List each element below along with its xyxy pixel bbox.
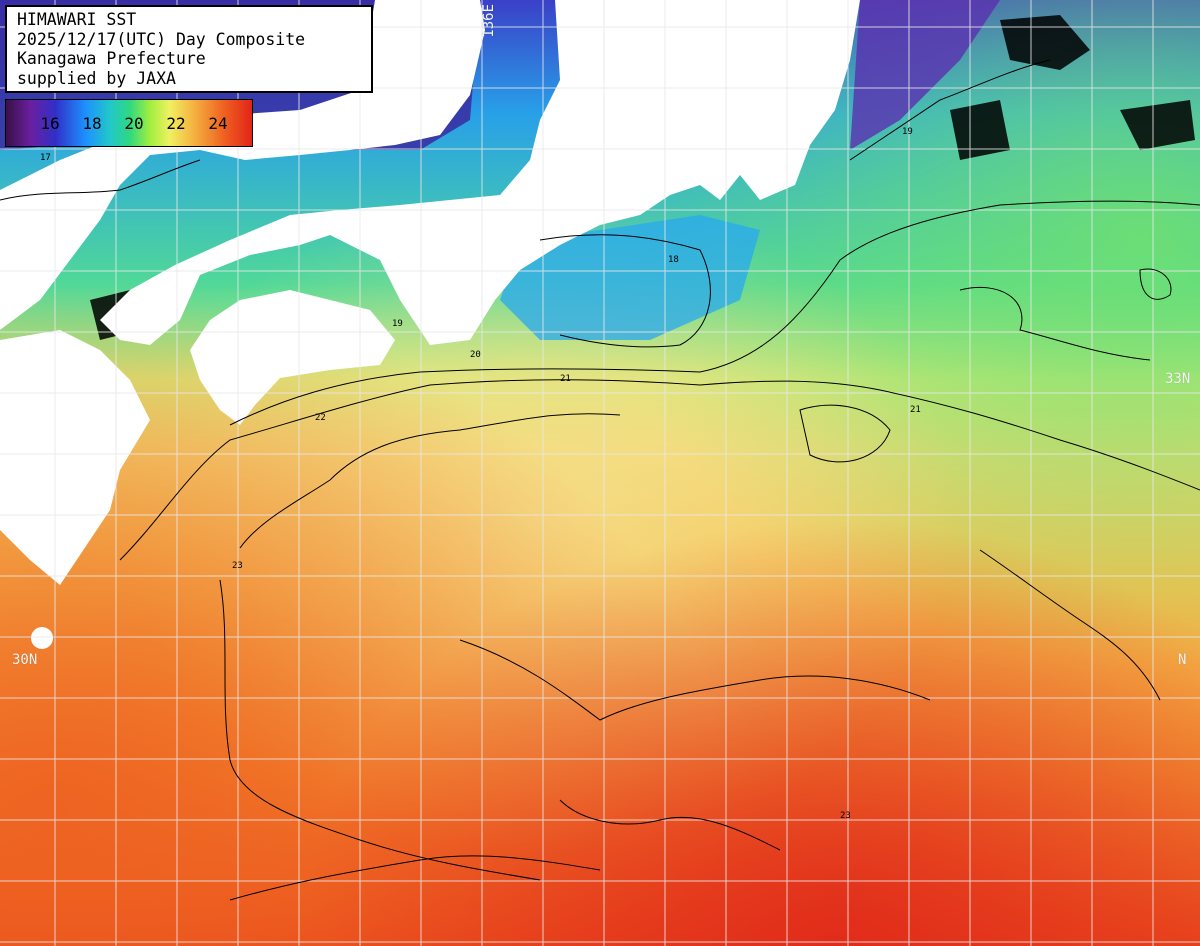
contour-label: 17 [40, 153, 51, 163]
contour-label: 18 [668, 255, 679, 265]
contour-label: 20 [470, 350, 481, 360]
colorbar-tick: 22 [166, 114, 186, 133]
contour-label: 23 [840, 811, 851, 821]
colorbar-tick: 24 [208, 114, 228, 133]
latitude-label-33n: 33N [1165, 371, 1191, 387]
temperature-colorbar: 16 18 20 22 24 [5, 99, 253, 147]
map-header: HIMAWARI SST 2025/12/17(UTC) Day Composi… [5, 5, 373, 93]
date-composite: 2025/12/17(UTC) Day Composite [17, 29, 306, 49]
prefecture: Kanagawa Prefecture [17, 49, 206, 68]
isotherm-contours [0, 59, 1200, 901]
longitude-label-136e: 136E [481, 4, 497, 38]
colorbar-tick: 18 [82, 114, 102, 133]
latitude-label-30n-right: N [1178, 652, 1187, 668]
contour-label: 21 [560, 374, 571, 384]
contour-label: 19 [392, 319, 403, 329]
product-name: HIMAWARI SST [17, 10, 137, 29]
colorbar-gradient [6, 100, 252, 146]
contour-label: 21 [910, 405, 921, 415]
land-kyushu [0, 330, 150, 585]
land-kii [100, 0, 860, 345]
supplier: supplied by JAXA [17, 68, 176, 88]
colorbar-tick: 16 [40, 114, 60, 133]
colorbar-tick: 20 [124, 114, 144, 133]
contour-label: 19 [902, 127, 913, 137]
latitude-label-30n: 30N [12, 652, 38, 668]
contour-label: 23 [232, 561, 243, 571]
contour-labels: 17 18 19 20 21 22 23 19 21 23 [40, 127, 921, 821]
contour-label: 22 [315, 413, 326, 423]
land-shikoku [190, 290, 395, 425]
